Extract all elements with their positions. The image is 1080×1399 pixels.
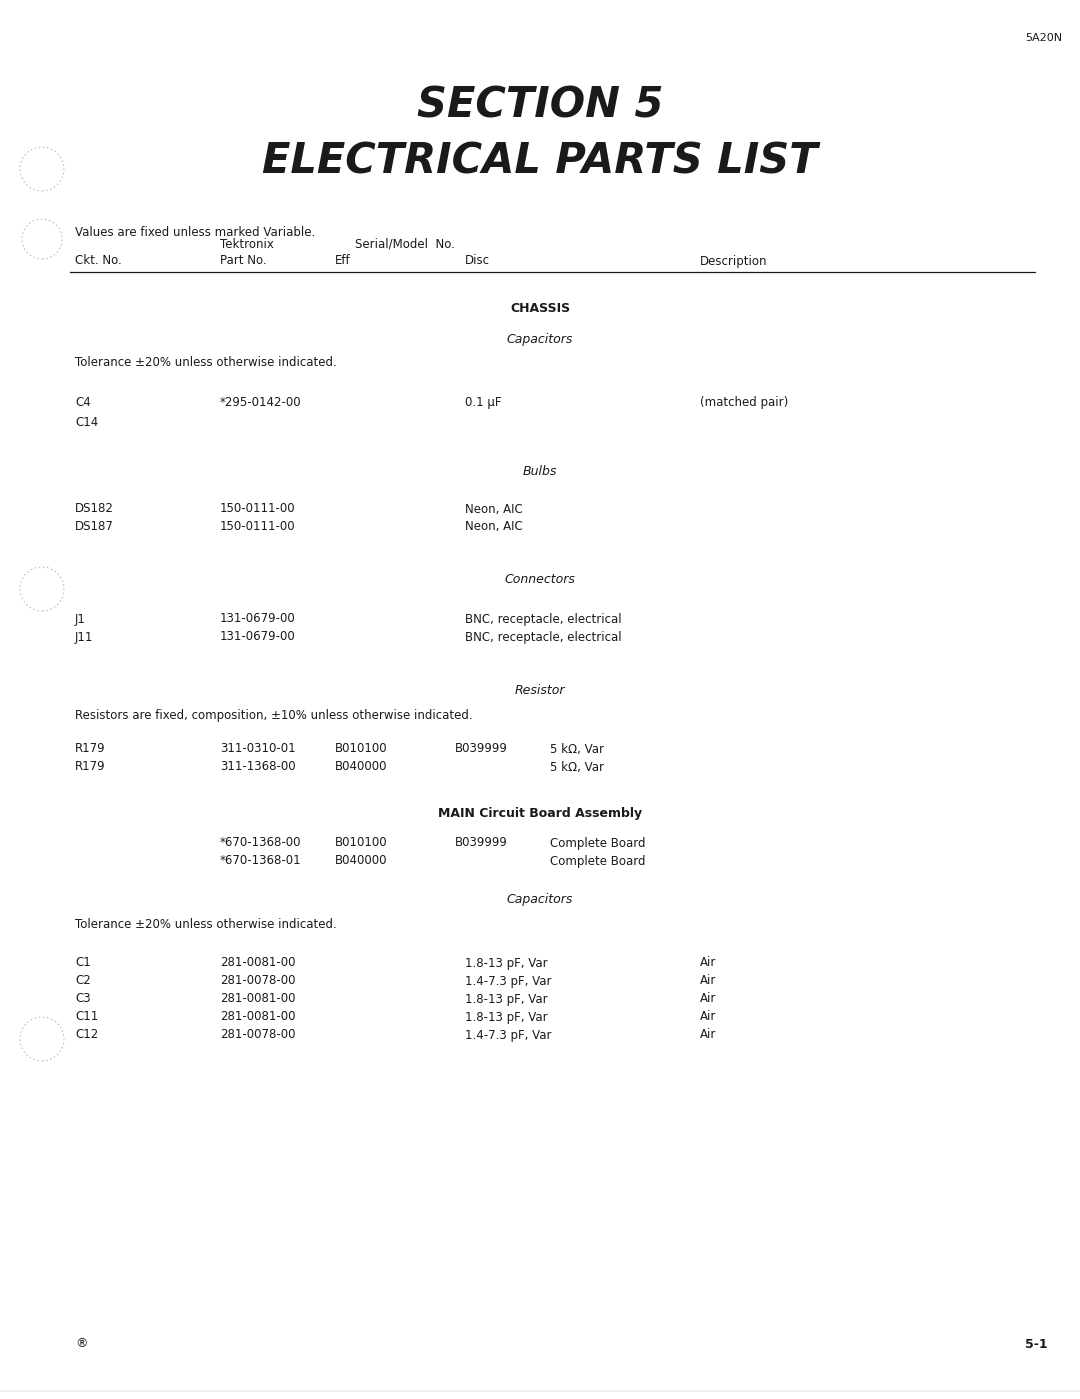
Text: B010100: B010100 <box>335 743 388 755</box>
Text: B039999: B039999 <box>455 743 508 755</box>
Text: 281-0078-00: 281-0078-00 <box>220 975 296 988</box>
Text: Part No.: Part No. <box>220 255 267 267</box>
Text: 5A20N: 5A20N <box>1025 34 1062 43</box>
Text: Air: Air <box>700 1028 716 1041</box>
Text: 5 kΩ, Var: 5 kΩ, Var <box>550 743 604 755</box>
Text: Air: Air <box>700 992 716 1006</box>
Text: C12: C12 <box>75 1028 98 1041</box>
Text: *670-1368-01: *670-1368-01 <box>220 855 301 867</box>
Text: 1.4-7.3 pF, Var: 1.4-7.3 pF, Var <box>465 1028 552 1041</box>
Text: Complete Board: Complete Board <box>550 837 646 849</box>
Text: ®: ® <box>75 1337 87 1350</box>
Text: Bulbs: Bulbs <box>523 464 557 477</box>
Text: B010100: B010100 <box>335 837 388 849</box>
Text: 0.1 μF: 0.1 μF <box>465 396 501 410</box>
Text: Complete Board: Complete Board <box>550 855 646 867</box>
Text: C3: C3 <box>75 992 91 1006</box>
Text: Description: Description <box>700 255 768 267</box>
Text: Disc: Disc <box>465 255 490 267</box>
Text: Air: Air <box>700 957 716 970</box>
Text: 1.8-13 pF, Var: 1.8-13 pF, Var <box>465 992 548 1006</box>
Text: Ckt. No.: Ckt. No. <box>75 255 122 267</box>
Text: C2: C2 <box>75 975 91 988</box>
Text: C1: C1 <box>75 957 91 970</box>
Text: B040000: B040000 <box>335 761 388 774</box>
Text: SECTION 5: SECTION 5 <box>417 84 663 126</box>
Text: Air: Air <box>700 1010 716 1024</box>
Text: Capacitors: Capacitors <box>507 893 573 905</box>
Text: 1.8-13 pF, Var: 1.8-13 pF, Var <box>465 957 548 970</box>
Text: Air: Air <box>700 975 716 988</box>
Text: Resistors are fixed, composition, ±10% unless otherwise indicated.: Resistors are fixed, composition, ±10% u… <box>75 708 473 722</box>
Text: Tektronix: Tektronix <box>220 238 274 250</box>
Text: 131-0679-00: 131-0679-00 <box>220 613 296 625</box>
Text: 5-1: 5-1 <box>1025 1337 1048 1350</box>
Text: Resistor: Resistor <box>515 684 565 698</box>
Text: 281-0081-00: 281-0081-00 <box>220 992 296 1006</box>
Text: R179: R179 <box>75 743 106 755</box>
Text: Eff: Eff <box>335 255 351 267</box>
Text: DS182: DS182 <box>75 502 113 515</box>
Text: *295-0142-00: *295-0142-00 <box>220 396 301 410</box>
Text: (matched pair): (matched pair) <box>700 396 788 410</box>
Text: B039999: B039999 <box>455 837 508 849</box>
Text: CHASSIS: CHASSIS <box>510 302 570 316</box>
Text: Values are fixed unless marked Variable.: Values are fixed unless marked Variable. <box>75 225 315 238</box>
Text: 281-0081-00: 281-0081-00 <box>220 1010 296 1024</box>
Text: B040000: B040000 <box>335 855 388 867</box>
Text: BNC, receptacle, electrical: BNC, receptacle, electrical <box>465 631 622 644</box>
Text: Serial/Model  No.: Serial/Model No. <box>355 238 455 250</box>
Text: Neon, AIC: Neon, AIC <box>465 502 523 515</box>
Text: 1.4-7.3 pF, Var: 1.4-7.3 pF, Var <box>465 975 552 988</box>
Text: Tolerance ±20% unless otherwise indicated.: Tolerance ±20% unless otherwise indicate… <box>75 919 337 932</box>
Text: J1: J1 <box>75 613 86 625</box>
Text: DS187: DS187 <box>75 520 113 533</box>
Text: ELECTRICAL PARTS LIST: ELECTRICAL PARTS LIST <box>262 141 818 183</box>
Text: Tolerance ±20% unless otherwise indicated.: Tolerance ±20% unless otherwise indicate… <box>75 357 337 369</box>
Text: 5 kΩ, Var: 5 kΩ, Var <box>550 761 604 774</box>
Text: Capacitors: Capacitors <box>507 333 573 346</box>
Text: 131-0679-00: 131-0679-00 <box>220 631 296 644</box>
Text: Connectors: Connectors <box>504 572 576 586</box>
Text: *670-1368-00: *670-1368-00 <box>220 837 301 849</box>
Text: 311-0310-01: 311-0310-01 <box>220 743 296 755</box>
Text: C14: C14 <box>75 417 98 429</box>
Text: 1.8-13 pF, Var: 1.8-13 pF, Var <box>465 1010 548 1024</box>
Text: 281-0078-00: 281-0078-00 <box>220 1028 296 1041</box>
Text: BNC, receptacle, electrical: BNC, receptacle, electrical <box>465 613 622 625</box>
Text: 311-1368-00: 311-1368-00 <box>220 761 296 774</box>
Text: MAIN Circuit Board Assembly: MAIN Circuit Board Assembly <box>437 806 643 820</box>
Text: 150-0111-00: 150-0111-00 <box>220 502 296 515</box>
Text: 150-0111-00: 150-0111-00 <box>220 520 296 533</box>
Text: C4: C4 <box>75 396 91 410</box>
Text: J11: J11 <box>75 631 93 644</box>
Text: Neon, AIC: Neon, AIC <box>465 520 523 533</box>
Text: C11: C11 <box>75 1010 98 1024</box>
Text: 281-0081-00: 281-0081-00 <box>220 957 296 970</box>
Text: R179: R179 <box>75 761 106 774</box>
